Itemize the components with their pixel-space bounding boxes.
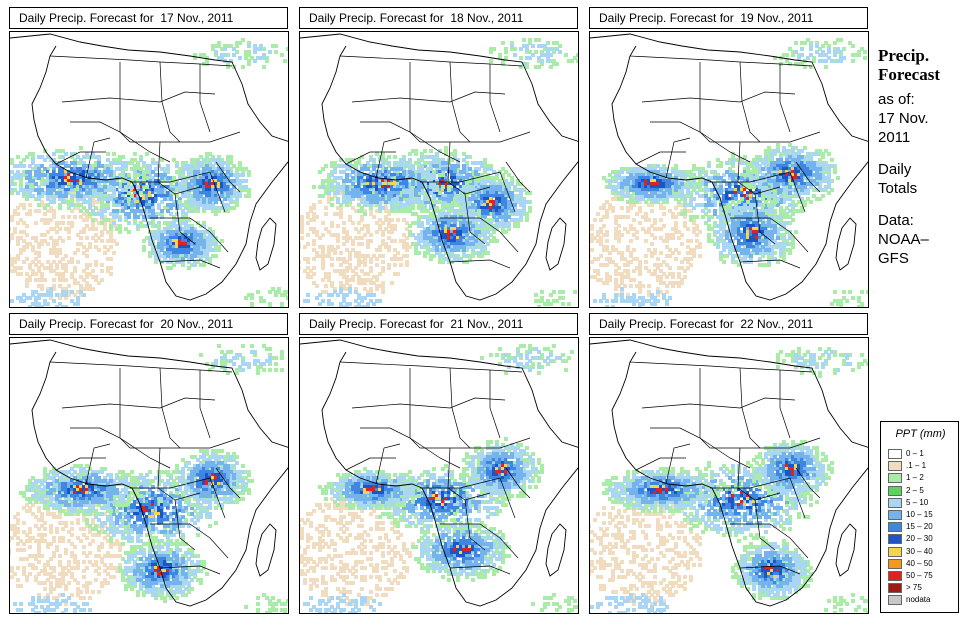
precip-map <box>299 31 579 308</box>
country-borders <box>49 361 241 575</box>
precip-layer <box>602 38 867 267</box>
forecast-panel-nov21: Daily Precip. Forecast for 21 Nov., 2011 <box>297 313 580 614</box>
madagascar-outline <box>545 217 567 271</box>
africa-map <box>590 33 868 307</box>
legend-label: nodata <box>906 594 930 606</box>
precip-layer <box>10 38 288 270</box>
panel-title: Daily Precip. Forecast for 17 Nov., 2011 <box>9 7 288 29</box>
data-source-line: Data: <box>878 211 964 230</box>
legend-swatch <box>888 595 902 606</box>
country-borders <box>339 361 531 575</box>
legend-label: 15 – 20 <box>906 521 933 533</box>
madagascar-outline <box>255 523 277 577</box>
africa-map <box>10 339 288 613</box>
legend-swatch <box>888 485 902 496</box>
legend-label: 20 – 30 <box>906 533 933 545</box>
legend-label: 40 – 50 <box>906 558 933 570</box>
forecast-panel-nov17: Daily Precip. Forecast for 17 Nov., 2011 <box>7 7 290 308</box>
heading-line: Forecast <box>878 65 964 84</box>
country-borders <box>339 55 531 269</box>
panel-title: Daily Precip. Forecast for 20 Nov., 2011 <box>9 313 288 335</box>
precip-map <box>299 337 579 614</box>
legend-swatch <box>888 571 902 581</box>
legend-label: 50 – 75 <box>906 570 933 582</box>
legend-title: PPT (mm) <box>881 428 960 440</box>
panel-title: Daily Precip. Forecast for 21 Nov., 2011 <box>299 313 578 335</box>
legend-label: > 75 <box>906 582 922 594</box>
country-borders <box>629 55 821 269</box>
country-borders <box>629 361 821 575</box>
forecast-panel-nov18: Daily Precip. Forecast for 18 Nov., 2011 <box>297 7 580 308</box>
legend-swatch <box>888 522 902 533</box>
data-source-line: GFS <box>878 249 964 268</box>
coastline <box>300 339 578 607</box>
legend-label: 30 – 40 <box>906 546 933 558</box>
africa-map <box>300 33 578 307</box>
data-source-line: NOAA– <box>878 230 964 249</box>
legend-label: 10 – 15 <box>906 509 933 521</box>
heading-line: Precip. <box>878 46 964 65</box>
legend-swatch <box>888 461 902 472</box>
coastline <box>300 33 578 301</box>
africa-map <box>300 339 578 613</box>
coastline <box>590 339 868 607</box>
legend-label: 1 – 2 <box>906 472 924 484</box>
coastline <box>10 339 288 607</box>
legend-swatch <box>888 558 902 569</box>
forecast-panel-nov22: Daily Precip. Forecast for 22 Nov., 2011 <box>587 313 870 614</box>
totals-line: Totals <box>878 179 964 198</box>
forecast-info: Precip. Forecast as of: 17 Nov. 2011 Dai… <box>878 46 964 268</box>
legend-label: 5 – 10 <box>906 497 928 509</box>
madagascar-outline <box>545 523 567 577</box>
forecast-panel-nov19: Daily Precip. Forecast for 19 Nov., 2011 <box>587 7 870 308</box>
legend-label: .1 – 1 <box>906 460 926 472</box>
coastline <box>10 33 288 301</box>
precip-layer <box>321 344 574 582</box>
asof-date: 17 Nov. <box>878 109 964 128</box>
asof-year: 2011 <box>878 128 964 147</box>
asof-line: as of: <box>878 90 964 109</box>
precip-map <box>589 31 869 308</box>
precip-layer <box>19 344 284 603</box>
legend-swatch <box>888 546 902 557</box>
legend-swatch <box>888 473 902 484</box>
coastline <box>590 33 868 301</box>
precip-layer <box>602 347 868 600</box>
africa-map <box>590 339 868 613</box>
country-borders <box>49 55 241 269</box>
legend-swatch <box>888 510 902 520</box>
panel-title: Daily Precip. Forecast for 22 Nov., 2011 <box>589 313 868 335</box>
forecast-panel-nov20: Daily Precip. Forecast for 20 Nov., 2011 <box>7 313 290 614</box>
precip-map <box>9 337 289 614</box>
legend-swatch <box>888 449 902 459</box>
madagascar-outline <box>835 217 857 271</box>
panel-title: Daily Precip. Forecast for 19 Nov., 2011 <box>589 7 868 29</box>
panel-title: Daily Precip. Forecast for 18 Nov., 2011 <box>299 7 578 29</box>
totals-line: Daily <box>878 160 964 179</box>
precip-map <box>9 31 289 308</box>
legend-swatch <box>888 534 902 545</box>
africa-map <box>10 33 288 307</box>
madagascar-outline <box>255 217 277 271</box>
madagascar-outline <box>835 523 857 577</box>
legend-swatch <box>888 583 902 594</box>
legend-label: 0 – 1 <box>906 448 924 460</box>
legend-label: 2 – 5 <box>906 485 924 497</box>
legend-swatch <box>888 497 902 508</box>
precip-map <box>589 337 869 614</box>
